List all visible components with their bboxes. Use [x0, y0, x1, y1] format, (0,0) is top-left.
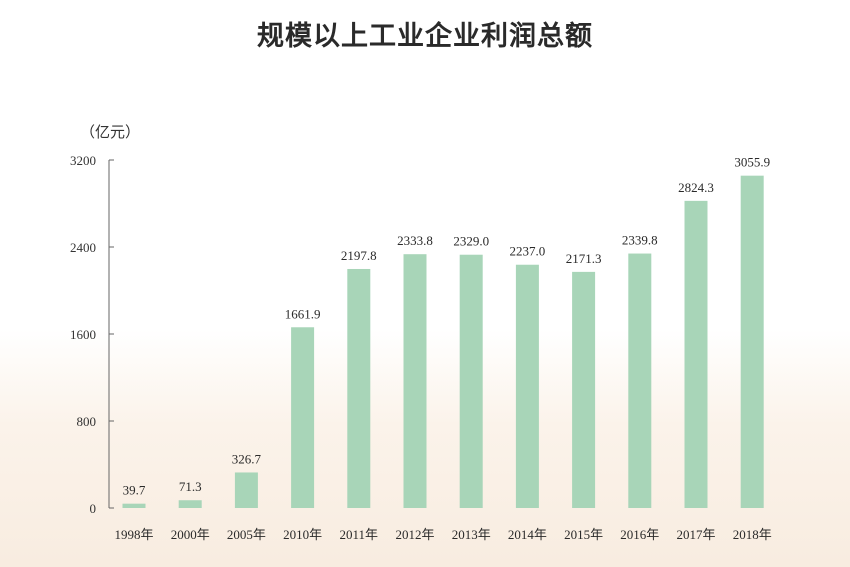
x-tick-label: 2014年 — [508, 527, 547, 542]
bar — [628, 253, 652, 508]
value-label: 71.3 — [179, 479, 202, 494]
bar — [740, 175, 764, 508]
bar — [403, 254, 427, 508]
value-label: 3055.9 — [734, 155, 770, 170]
bar — [515, 264, 539, 508]
x-tick-label: 2010年 — [283, 527, 322, 542]
bar — [347, 268, 371, 508]
y-tick-label: 1600 — [70, 327, 96, 342]
x-tick-label: 2013年 — [452, 527, 491, 542]
y-tick-label: 2400 — [70, 240, 96, 255]
x-tick-label: 2011年 — [340, 527, 379, 542]
x-tick-label: 2018年 — [733, 527, 772, 542]
bar — [291, 327, 315, 508]
axes: 0 800 1600 2400 3200 — [70, 153, 114, 516]
value-label: 2171.3 — [566, 251, 602, 266]
x-tick-label: 1998年 — [114, 527, 153, 542]
bar — [684, 200, 708, 509]
bar — [178, 500, 202, 508]
x-tick-label: 2016年 — [620, 527, 659, 542]
value-label: 1661.9 — [285, 306, 321, 321]
value-label: 2237.0 — [510, 244, 546, 259]
value-label: 2824.3 — [678, 180, 714, 195]
x-tick-label: 2015年 — [564, 527, 603, 542]
value-label: 2197.8 — [341, 248, 377, 263]
bar — [234, 472, 258, 508]
value-label: 2339.8 — [622, 233, 658, 248]
value-label: 326.7 — [232, 451, 262, 466]
bar — [459, 254, 483, 508]
y-tick-label: 800 — [77, 414, 97, 429]
y-tick-label: 3200 — [70, 153, 96, 168]
y-axis-unit-label: （亿元） — [80, 123, 141, 141]
bar — [122, 503, 146, 508]
x-tick-label: 2000年 — [171, 527, 210, 542]
bar — [572, 271, 596, 508]
x-tick-label: 2012年 — [395, 527, 434, 542]
x-tick-label: 2017年 — [676, 527, 715, 542]
value-label: 2329.0 — [453, 234, 489, 249]
value-label: 2333.8 — [397, 233, 433, 248]
x-tick-label: 2005年 — [227, 527, 266, 542]
y-tick-label: 0 — [90, 501, 97, 516]
value-label: 39.7 — [123, 483, 146, 498]
bars — [122, 175, 764, 509]
chart-title: 规模以上工业企业利润总额 — [257, 21, 593, 52]
labels: 39.7 1998年 71.3 2000年 326.7 2005年 1661.9 2010年 2… — [114, 155, 771, 542]
